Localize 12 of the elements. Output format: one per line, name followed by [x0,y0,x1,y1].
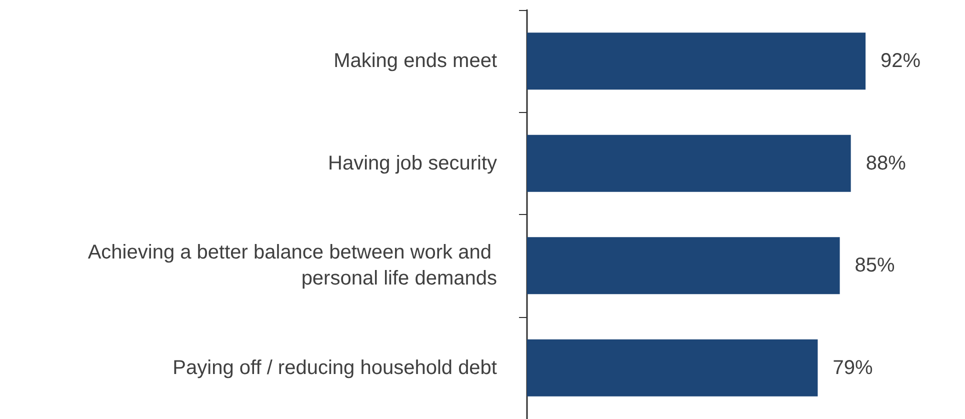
bar [527,134,851,192]
data-label: 88% [866,152,906,174]
y-tick-label: Making ends meet [334,50,498,72]
data-label: 85% [854,254,896,277]
bar [527,237,840,294]
data-label: 79% [832,356,873,379]
y-tick-label: Achieving a better balance between work and personal life demands [88,242,497,290]
y-tick-label: Paying off / reducing household debt [172,356,498,379]
data-label: 92% [880,50,921,72]
y-tick-label: Having job security [328,152,497,174]
bar [527,32,866,90]
bar [527,339,818,396]
